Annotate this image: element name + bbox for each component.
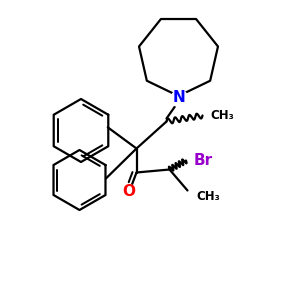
Text: CH₃: CH₃ xyxy=(196,190,220,203)
Text: O: O xyxy=(122,184,136,200)
Text: N: N xyxy=(172,90,185,105)
Text: CH₃: CH₃ xyxy=(210,109,234,122)
Text: Br: Br xyxy=(194,153,213,168)
